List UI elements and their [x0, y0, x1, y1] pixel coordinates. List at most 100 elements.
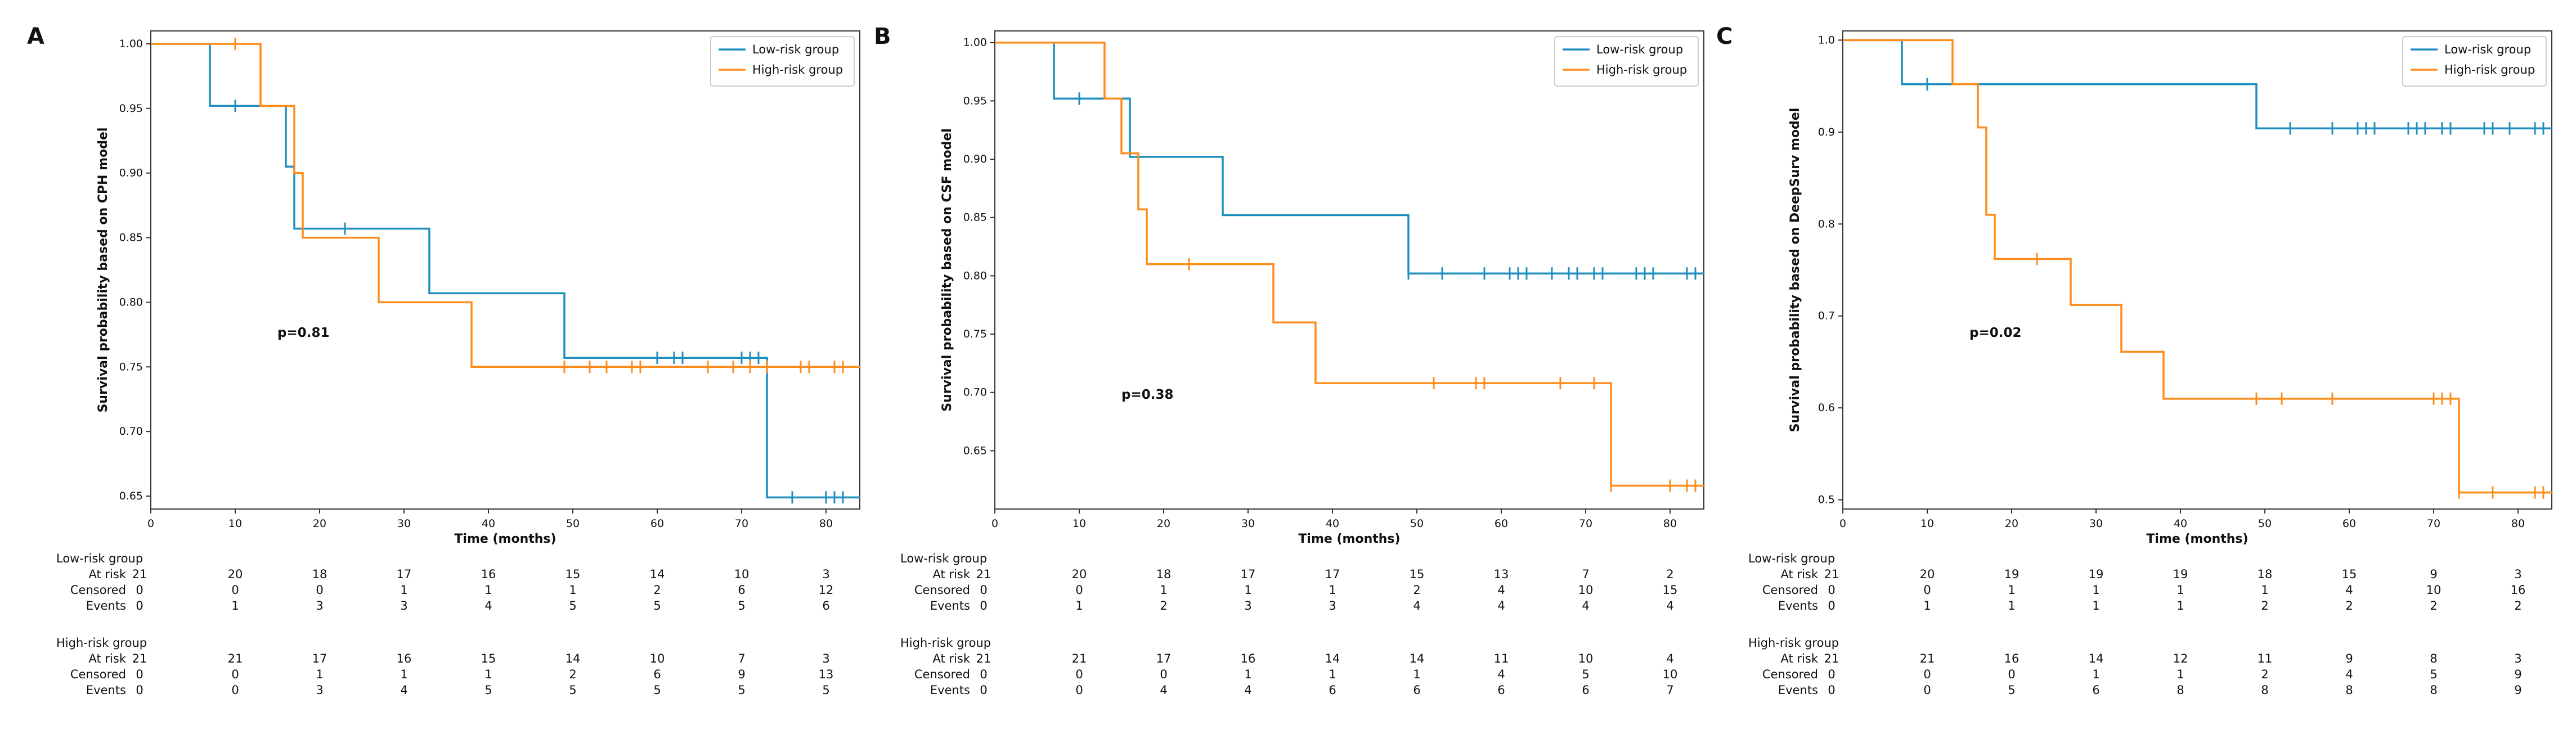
risk-cell: 3 [2514, 568, 2521, 581]
risk-cell: 17 [312, 652, 327, 665]
y-tick-label: 0.75 [963, 328, 987, 340]
legend-entry: Low-risk group [2444, 43, 2531, 56]
x-tick-label: 60 [650, 517, 664, 530]
risk-cell: 17 [1325, 568, 1340, 581]
risk-cell: 0 [1828, 583, 1835, 597]
risk-cell: 10 [734, 568, 750, 581]
risk-cell: 20 [1920, 568, 1935, 581]
risk-cell: 0 [1923, 668, 1931, 681]
risk-cell: 4 [484, 599, 492, 613]
risk-cell: 1 [1923, 599, 1931, 613]
risk-cell: 9 [2345, 652, 2353, 665]
risk-cell: 4 [1413, 599, 1420, 613]
risk-cell: 14 [566, 652, 581, 665]
risk-row-label: Censored [70, 668, 126, 681]
risk-row-label: Events [1778, 683, 1818, 697]
risk-cell: 21 [132, 568, 147, 581]
risk-cell: 21 [1920, 652, 1935, 665]
risk-cell: 0 [980, 668, 987, 681]
risk-cell: 4 [1666, 652, 1673, 665]
risk-cell: 16 [1241, 652, 1256, 665]
risk-table-high-title: High-risk group [1748, 636, 1839, 650]
risk-cell: 3 [1329, 599, 1336, 613]
risk-cell: 1 [569, 583, 576, 597]
risk-cell: 0 [136, 583, 143, 597]
risk-cell: 4 [1160, 683, 1167, 697]
legend-entry: High-risk group [752, 63, 843, 76]
risk-cell: 6 [738, 583, 745, 597]
risk-row-label: At risk [1781, 568, 1819, 581]
risk-cell: 1 [2176, 668, 2184, 681]
legend-box [2402, 36, 2547, 87]
risk-cell: 3 [822, 652, 829, 665]
p-value-label: p=0.02 [1969, 326, 2021, 340]
y-tick-label: 0.75 [119, 361, 143, 373]
y-tick-label: 0.6 [1818, 402, 1835, 414]
risk-cell: 7 [738, 652, 745, 665]
risk-row-label: At risk [89, 568, 127, 581]
risk-cell: 2 [2261, 599, 2268, 613]
risk-cell: 1 [2008, 583, 2015, 597]
km-panel-b: B0.650.700.750.800.850.900.951.000 10 20 30… [874, 24, 1704, 697]
risk-row-label: At risk [89, 652, 127, 665]
panel-label: A [27, 24, 44, 49]
p-value-label: p=0.38 [1121, 388, 1173, 402]
risk-row-label: Events [1778, 599, 1818, 613]
risk-cell: 1 [1160, 583, 1167, 597]
risk-row-label: Censored [70, 583, 126, 597]
risk-cell: 4 [1497, 583, 1505, 597]
risk-cell: 0 [231, 668, 239, 681]
risk-cell: 1 [1075, 599, 1083, 613]
risk-cell: 4 [2345, 668, 2353, 681]
risk-cell: 3 [400, 599, 407, 613]
risk-cell: 0 [1075, 683, 1083, 697]
x-axis-label: Time (months) [454, 532, 556, 546]
risk-cell: 7 [1582, 568, 1589, 581]
km-panel-a: A0.650.700.750.800.850.900.951.000 10 20 30… [27, 24, 860, 697]
x-tick-label: 30 [397, 517, 411, 530]
risk-cell: 0 [1075, 583, 1083, 597]
high-risk-curve [151, 43, 860, 368]
risk-cell: 6 [2092, 683, 2099, 697]
risk-cell: 5 [653, 599, 661, 613]
x-tick-label: 0 [991, 517, 998, 530]
y-tick-label: 0.65 [119, 490, 143, 502]
risk-cell: 4 [1582, 599, 1589, 613]
risk-cell: 6 [1413, 683, 1420, 697]
risk-cell: 5 [569, 683, 576, 697]
risk-cell: 1 [1244, 668, 1251, 681]
risk-cell: 8 [2430, 652, 2437, 665]
risk-cell: 8 [2261, 683, 2268, 697]
risk-cell: 8 [2430, 683, 2437, 697]
risk-cell: 9 [738, 668, 745, 681]
risk-cell: 19 [2173, 568, 2188, 581]
risk-row-label: Events [86, 683, 126, 697]
risk-cell: 13 [819, 668, 834, 681]
risk-row-label: At risk [933, 652, 971, 665]
legend-entry: High-risk group [1596, 63, 1687, 76]
risk-table-high-title: High-risk group [56, 636, 147, 650]
risk-cell: 17 [1241, 568, 1256, 581]
risk-cell: 0 [1075, 668, 1083, 681]
risk-cell: 2 [2345, 599, 2353, 613]
risk-cell: 2 [569, 668, 576, 681]
x-tick-label: 80 [1663, 517, 1677, 530]
legend-entry: High-risk group [2444, 63, 2535, 76]
risk-cell: 5 [822, 683, 829, 697]
risk-cell: 1 [1413, 668, 1420, 681]
x-tick-label: 50 [1410, 517, 1424, 530]
risk-cell: 9 [2514, 683, 2521, 697]
risk-cell: 4 [1244, 683, 1251, 697]
risk-cell: 0 [980, 583, 987, 597]
risk-row-label: Censored [1762, 583, 1818, 597]
risk-cell: 21 [1824, 652, 1839, 665]
risk-cell: 5 [569, 599, 576, 613]
x-tick-label: 80 [2511, 517, 2525, 530]
risk-cell: 9 [2514, 668, 2521, 681]
risk-cell: 5 [738, 683, 745, 697]
low-risk-curve [151, 43, 860, 499]
risk-cell: 4 [2345, 583, 2353, 597]
risk-table-high-title: High-risk group [900, 636, 991, 650]
